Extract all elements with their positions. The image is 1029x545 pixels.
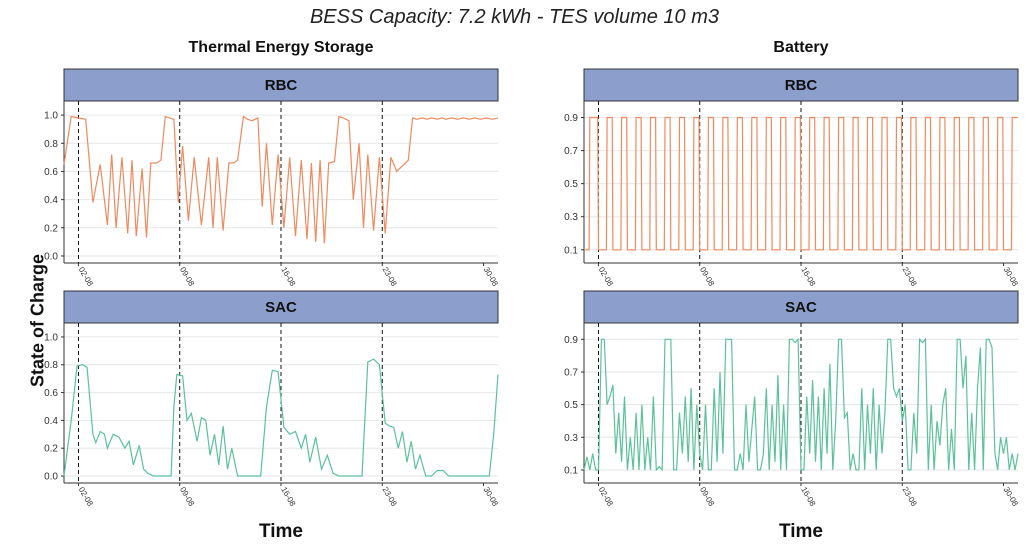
facet-strip-label: SAC [265,299,297,316]
facet-strip-label: RBC [785,77,818,94]
x-tick-label: 09-08 [698,486,716,509]
facet-strip [583,68,1019,102]
x-tick-label: 02-08 [597,266,615,289]
y-tick-label: 0.7 [564,146,578,157]
facet-strip [583,290,1019,324]
x-tick-label: 30-08 [482,486,500,509]
x-tick-label: 23-08 [901,266,919,289]
facet-strip-label: RBC [265,77,298,94]
y-tick-label: 0.1 [564,245,578,256]
y-tick-label: 0.0 [44,472,58,483]
y-tick-label: 0.1 [564,465,578,476]
x-tick-label: 09-08 [178,266,196,289]
y-tick-label: 0.8 [44,360,58,371]
x-axis-label-right: Time [778,521,823,542]
series-line-sac [583,337,1019,472]
y-tick-label: 0.7 [564,367,578,378]
column-title-tes: Thermal Energy Storage [188,39,374,56]
y-tick-label: 0.2 [44,444,58,455]
y-tick-label: 0.4 [44,195,58,206]
y-tick-label: 0.9 [564,113,578,124]
y-tick-label: 0.8 [44,139,58,150]
y-tick-label: 0.9 [564,335,578,346]
y-tick-label: 0.5 [564,179,578,190]
column-title-battery: Battery [773,39,829,56]
facet-strip-label: SAC [785,299,817,316]
series-line-rbc [584,116,1018,251]
series-line-rbc [63,115,499,244]
y-tick-label: 0.3 [564,212,578,223]
x-tick-label: 09-08 [698,266,716,289]
y-tick-label: 0.6 [44,167,58,178]
y-tick-label: 0.0 [44,251,58,262]
x-tick-label: 30-08 [1002,266,1020,289]
x-tick-label: 02-08 [597,486,615,509]
y-tick-label: 1.0 [44,111,58,122]
x-axis-label-left: Time [258,521,303,542]
y-tick-label: 1.0 [44,332,58,343]
x-tick-label: 23-08 [381,266,399,289]
series-line-sac [63,358,499,477]
x-tick-label: 30-08 [1002,486,1020,509]
facet-strip [63,290,499,324]
x-tick-label: 16-08 [279,266,297,289]
x-tick-label: 23-08 [901,486,919,509]
x-tick-label: 16-08 [799,266,817,289]
x-tick-label: 02-08 [77,486,95,509]
y-tick-label: 0.2 [44,223,58,234]
x-tick-label: 16-08 [799,486,817,509]
chart-title: BESS Capacity: 7.2 kWh - TES volume 10 m… [309,6,720,28]
x-tick-label: 16-08 [279,486,297,509]
y-tick-label: 0.5 [564,400,578,411]
x-tick-label: 09-08 [178,486,196,509]
x-tick-label: 23-08 [381,486,399,509]
x-tick-label: 02-08 [77,266,95,289]
x-tick-label: 30-08 [482,266,500,289]
y-tick-label: 0.4 [44,416,58,427]
y-tick-label: 0.3 [564,433,578,444]
y-tick-label: 0.6 [44,388,58,399]
